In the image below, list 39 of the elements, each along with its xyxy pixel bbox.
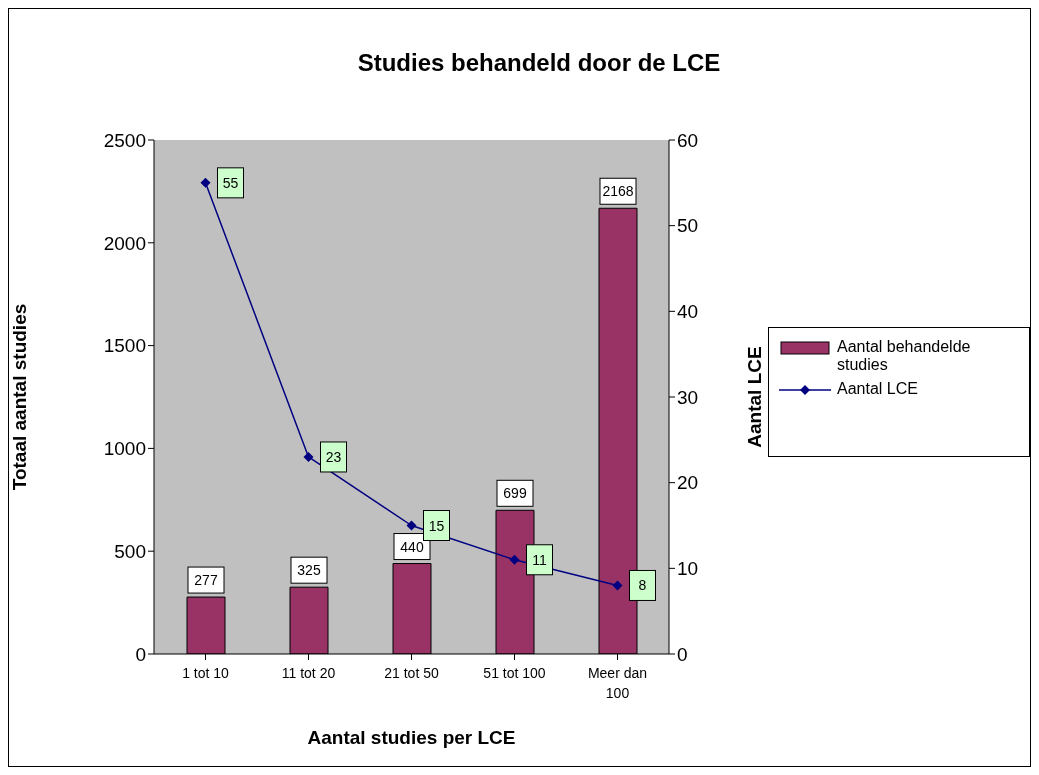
x-tick-label: 51 tot 100 — [483, 665, 546, 681]
x-axis-title: Aantal studies per LCE — [307, 727, 516, 748]
y-tick-label: 1000 — [103, 438, 146, 460]
legend-label: Aantal behandelde studies — [837, 338, 972, 374]
data-label: 440 — [400, 538, 424, 555]
y-tick-label: 2500 — [103, 129, 146, 151]
y-tick-label: 1500 — [103, 335, 146, 357]
y2-tick-label: 30 — [677, 386, 699, 408]
y2-tick-label: 40 — [677, 301, 699, 323]
x-tick-label: 1 tot 10 — [182, 665, 230, 681]
data-label: 2168 — [602, 183, 634, 200]
y-tick-label: 500 — [114, 540, 146, 562]
point — [509, 554, 520, 565]
y-tick-label: 0 — [135, 643, 146, 665]
point — [406, 520, 417, 531]
point — [200, 177, 211, 188]
y2-tick-label: 20 — [677, 472, 699, 494]
data-label: 325 — [297, 562, 321, 579]
y2-tick-label: 60 — [677, 129, 699, 151]
x-tick-label: 11 tot 20 — [281, 665, 336, 681]
legend-label: Aantal LCE — [837, 380, 918, 398]
x-tick-label: Meer dan 100 — [587, 665, 648, 701]
point — [303, 451, 314, 462]
chart-title: Studies behandeld door de LCE — [356, 49, 722, 77]
data-label: 55 — [222, 174, 239, 191]
point — [612, 580, 623, 591]
y-tick-label: 2000 — [103, 232, 146, 254]
y2-axis-title: Aantal LCE — [743, 346, 765, 448]
data-label: 11 — [532, 551, 547, 568]
data-label: 699 — [503, 485, 527, 502]
y2-tick-label: 50 — [677, 215, 699, 237]
x-tick-label: 21 tot 50 — [384, 665, 439, 681]
y2-tick-label: 0 — [677, 643, 688, 665]
data-label: 23 — [325, 448, 342, 465]
y-axis-title: Totaal aantal studies — [8, 303, 30, 491]
data-label: 277 — [194, 572, 218, 589]
y2-tick-label: 10 — [677, 558, 699, 580]
data-label: 15 — [428, 517, 445, 534]
data-label: 8 — [638, 577, 647, 594]
